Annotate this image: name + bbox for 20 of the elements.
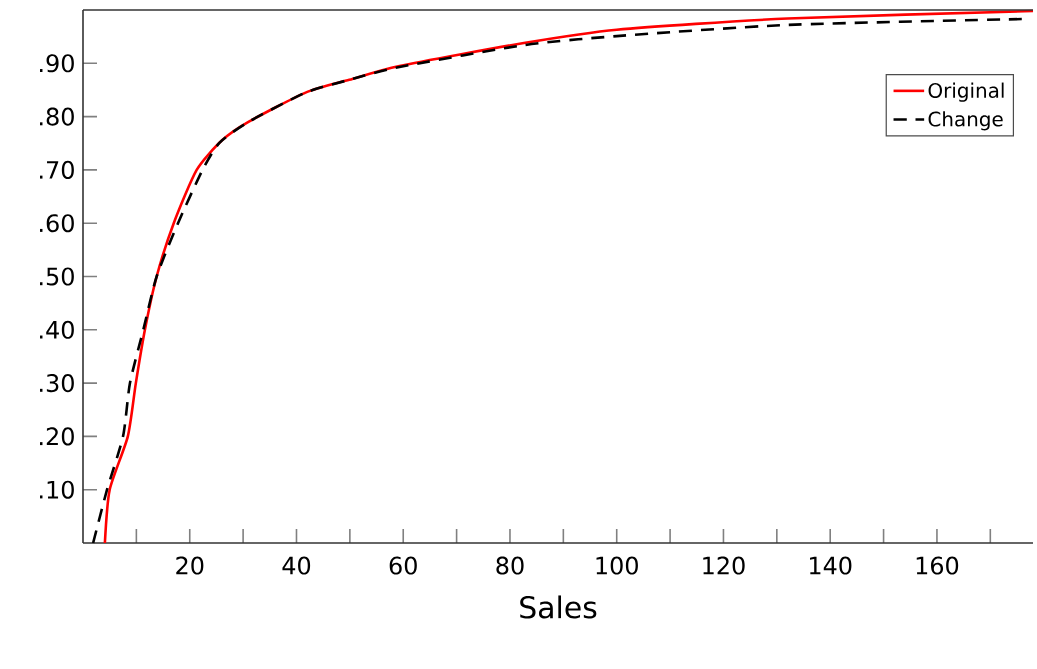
x-tick-label: 160 — [916, 556, 959, 575]
y-tick-label: .90 — [40, 54, 74, 73]
y-tick-label: .10 — [40, 480, 74, 499]
y-tick-label: .40 — [40, 320, 74, 339]
x-tick-label: 80 — [496, 556, 524, 575]
x-tick-label: 20 — [176, 556, 204, 575]
x-tick-label: 40 — [282, 556, 311, 575]
y-tick-label: .50 — [40, 267, 74, 286]
y-tick-label: .60 — [40, 214, 74, 233]
y-tick-label: .20 — [40, 427, 74, 446]
x-axis-title: Sales — [520, 595, 597, 619]
y-tick-label: .30 — [40, 374, 74, 393]
x-tick-label: 100 — [596, 556, 638, 575]
legend-label: Change — [928, 111, 1003, 131]
y-tick-label: .80 — [40, 107, 74, 126]
x-tick-label: 60 — [389, 556, 417, 575]
x-tick-label: 120 — [703, 556, 745, 575]
y-tick-label: .70 — [40, 160, 74, 179]
legend-label: Original — [928, 82, 1004, 102]
x-tick-label: 140 — [810, 556, 852, 575]
